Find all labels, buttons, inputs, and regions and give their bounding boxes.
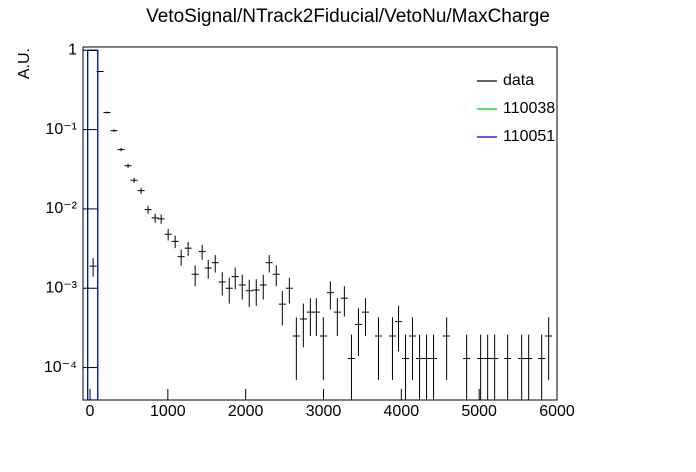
data-point (218, 272, 226, 296)
data-point (525, 334, 533, 400)
data-point (184, 241, 192, 256)
data-point (333, 298, 341, 336)
legend-label: 110051 (503, 128, 555, 145)
data-point (130, 177, 138, 183)
data-point (124, 163, 132, 168)
y-axis-label: A.U. (16, 48, 33, 79)
data-point (157, 214, 165, 224)
data-point (430, 334, 438, 400)
data-point (374, 317, 382, 380)
data-point (484, 334, 492, 400)
chart-title: VetoSignal/NTrack2Fiducial/VetoNu/MaxCha… (146, 6, 550, 27)
data-point (198, 244, 206, 260)
x-tick-label: 1000 (150, 403, 186, 420)
data-point (443, 317, 451, 380)
y-tick-label: 1 (68, 42, 77, 59)
x-tick-label: 5000 (461, 403, 497, 420)
y-tick-label: 10⁻¹ (45, 121, 77, 138)
data-point (395, 305, 403, 352)
x-tick-label: 6000 (539, 403, 575, 420)
data-point (423, 334, 431, 400)
data-point (117, 147, 125, 152)
y-tick-label: 10⁻² (45, 200, 77, 217)
data-point (259, 274, 267, 300)
data-point (204, 259, 212, 279)
data-point (103, 111, 111, 114)
data-point (388, 317, 396, 380)
x-tick-label: 0 (86, 403, 95, 420)
data-point (340, 286, 348, 317)
x-tick-label: 2000 (228, 403, 264, 420)
data-point (361, 298, 369, 336)
data-point (252, 279, 260, 306)
legend-label: data (503, 72, 534, 89)
data-point (402, 334, 410, 400)
data-point (285, 277, 293, 304)
data-point (171, 235, 179, 249)
legend-label: 110038 (503, 100, 555, 117)
data-point (225, 277, 233, 304)
data-point (238, 274, 246, 300)
data-point (463, 334, 471, 400)
data-point (265, 255, 273, 273)
data-point (347, 334, 355, 400)
data-point (164, 228, 172, 241)
data-point (518, 334, 526, 400)
x-tick-label: 4000 (384, 403, 420, 420)
data-point (326, 281, 334, 310)
data-point (538, 334, 546, 400)
data-point (477, 334, 485, 400)
data-point (272, 265, 280, 287)
data-point (144, 205, 152, 214)
data-point (354, 308, 362, 356)
data-point (137, 187, 145, 194)
data-point (211, 255, 219, 273)
y-tick-label: 10⁻⁴ (44, 359, 77, 376)
data-point (491, 334, 499, 400)
data-point (504, 334, 512, 400)
data-point (191, 265, 199, 287)
y-tick-label: 10⁻³ (45, 279, 77, 296)
data-point (409, 317, 417, 380)
data-point (89, 258, 97, 277)
data-point (231, 267, 239, 290)
data-point (278, 291, 286, 326)
plot-frame (82, 46, 558, 401)
data-point (416, 334, 424, 400)
data-point (110, 129, 118, 132)
data-point (292, 317, 300, 380)
data-point (319, 317, 327, 380)
data-point (177, 249, 185, 266)
data-point (245, 279, 253, 308)
data-point (545, 317, 553, 380)
data-point (312, 298, 320, 336)
data-point (306, 298, 314, 336)
x-tick-label: 3000 (306, 403, 342, 420)
data-point (151, 213, 159, 223)
data-point (299, 303, 307, 348)
